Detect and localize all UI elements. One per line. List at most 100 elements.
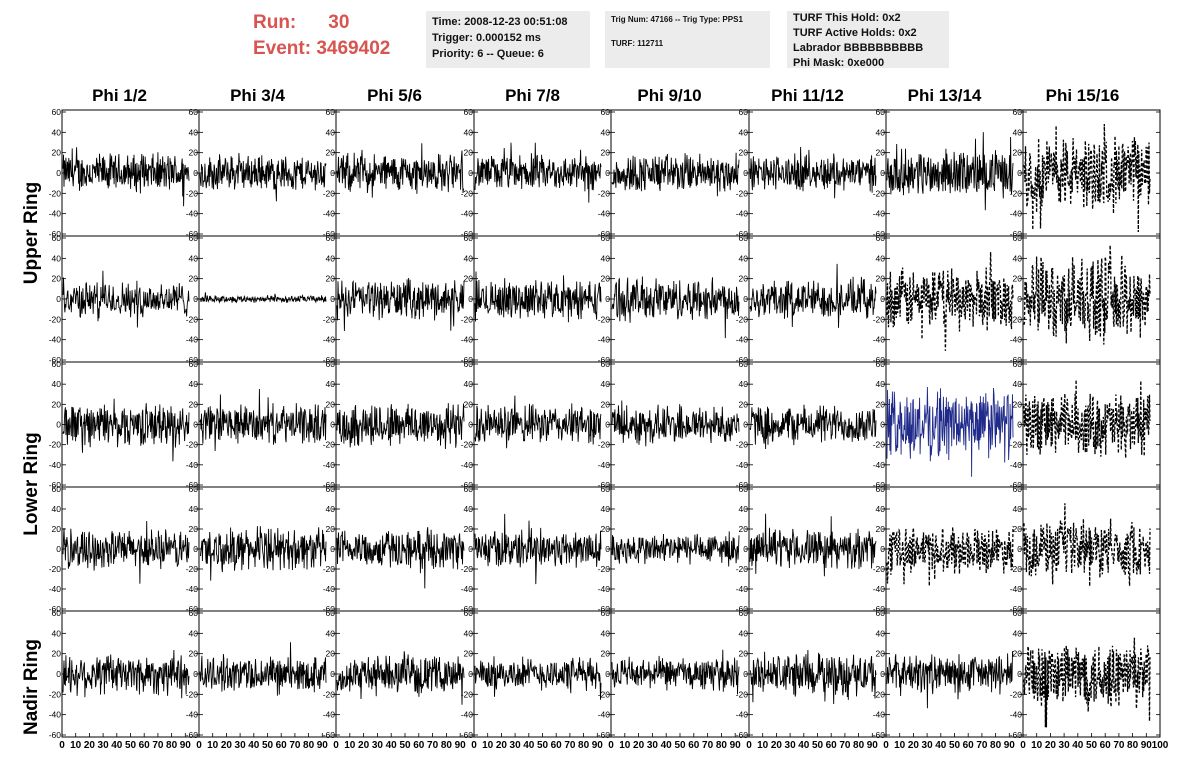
waveform-line-r2-c0	[62, 398, 190, 462]
y-tick-label: -40	[598, 335, 611, 345]
y-tick-label: 20	[739, 274, 749, 284]
column-header-phi-9-10: Phi 9/10	[637, 86, 702, 105]
y-tick-label: 20	[1013, 148, 1023, 158]
column-header-phi-5-6: Phi 5/6	[367, 86, 422, 105]
y-tick-label: -40	[49, 209, 62, 219]
y-tick-label: 0	[468, 420, 473, 430]
y-tick-label: -60	[461, 730, 474, 740]
y-tick-label: -60	[598, 730, 611, 740]
y-tick-label: 0	[468, 294, 473, 304]
waveform-line-r2-c7	[1023, 379, 1151, 459]
y-tick-label: -60	[736, 355, 749, 365]
y-tick-label: -40	[49, 460, 62, 470]
y-tick-label: 0	[743, 544, 748, 554]
y-tick-label: 0	[743, 669, 748, 679]
y-tick-label: -60	[873, 730, 886, 740]
y-tick-label: -40	[461, 584, 474, 594]
x-tick-label: 80	[578, 740, 590, 751]
column-header-phi-1-2: Phi 1/2	[92, 86, 147, 105]
column-header-phi-15-16: Phi 15/16	[1045, 86, 1120, 105]
waveform-line-r4-c2	[336, 651, 465, 705]
x-tick-label: 50	[812, 740, 824, 751]
waveform-line-r3-c4	[611, 531, 740, 567]
y-tick-label: -20	[873, 314, 886, 324]
x-tick-label: 20	[496, 740, 508, 751]
panel-r0-c2: 60 40 20 0 -20 -40 -60	[323, 107, 475, 239]
x-tick-label: 60	[413, 740, 425, 751]
x-tick-label: 40	[248, 740, 260, 751]
y-tick-label: -40	[598, 460, 611, 470]
y-tick-label: 40	[1013, 253, 1023, 263]
time-line: Time: 2008-12-23 00:51:08	[432, 16, 568, 28]
y-tick-label: 0	[56, 544, 61, 554]
y-tick-label: -20	[736, 689, 749, 699]
panel-r0-c7: 60 40 20 0 -20 -40 -60	[1010, 107, 1161, 239]
x-tick-label: 70	[839, 740, 851, 751]
x-tick-label: 20	[908, 740, 920, 751]
y-tick-label: -20	[598, 689, 611, 699]
y-tick-label: 40	[326, 253, 336, 263]
time-info-box: Time: 2008-12-23 00:51:08 Trigger: 0.000…	[426, 11, 590, 68]
panel-r3-c2: 60 40 20 0 -20 -40 -60	[323, 484, 475, 614]
y-tick-label: 60	[52, 484, 62, 494]
y-tick-label: 0	[743, 420, 748, 430]
x-tick-label: 50	[262, 740, 274, 751]
y-tick-label: 60	[601, 107, 611, 117]
y-tick-label: 20	[464, 649, 474, 659]
x-tick-label: 60	[139, 740, 151, 751]
y-tick-label: 0	[468, 168, 473, 178]
y-tick-label: -60	[186, 480, 199, 490]
y-tick-label: -60	[49, 355, 62, 365]
y-tick-label: -60	[873, 604, 886, 614]
y-tick-label: -20	[323, 440, 336, 450]
y-tick-label: 20	[876, 649, 886, 659]
y-tick-label: 60	[464, 107, 474, 117]
y-tick-label: 40	[464, 504, 474, 514]
y-tick-label: -60	[186, 229, 199, 239]
run-value: 30	[328, 12, 350, 33]
panel-r1-c3: 60 40 20 0 -20 -40 -60	[461, 233, 612, 365]
x-tick-label: 60	[551, 740, 563, 751]
y-tick-label: 20	[1013, 399, 1023, 409]
y-tick-label: 0	[193, 294, 198, 304]
y-tick-label: 60	[326, 359, 336, 369]
event-row: Event: 3469402	[253, 36, 390, 62]
y-tick-label: -40	[598, 710, 611, 720]
panel-r0-c3: 60 40 20 0 -20 -40 -60	[461, 107, 612, 239]
column-header-phi-11-12: Phi 11/12	[771, 86, 844, 105]
y-tick-label: 20	[326, 148, 336, 158]
y-tick-label: -60	[186, 730, 199, 740]
y-tick-label: 60	[189, 233, 199, 243]
x-tick-label: 80	[990, 740, 1002, 751]
y-tick-label: 20	[464, 524, 474, 534]
y-tick-label: 60	[52, 359, 62, 369]
y-tick-label: 20	[189, 274, 199, 284]
x-tick-label: 0	[608, 740, 614, 751]
y-tick-label: 40	[876, 127, 886, 137]
y-tick-label: 20	[52, 649, 62, 659]
y-tick-label: 40	[876, 504, 886, 514]
y-tick-label: -40	[186, 710, 199, 720]
y-tick-label: -20	[598, 440, 611, 450]
panel-r3-c0: 60 40 20 0 -20 -40 -60	[49, 484, 200, 614]
x-tick-label: 20	[358, 740, 370, 751]
y-tick-label: -60	[186, 355, 199, 365]
panel-r3-c5: 60 40 20 0 -20 -40 -60	[736, 484, 887, 614]
y-tick-label: -40	[736, 335, 749, 345]
y-tick-label: -60	[1010, 480, 1023, 490]
waveform-line-r0-c7	[1023, 123, 1151, 233]
y-tick-label: -60	[598, 229, 611, 239]
x-tick-label: 0	[59, 740, 65, 751]
y-tick-label: 40	[1013, 504, 1023, 514]
y-tick-label: -60	[461, 355, 474, 365]
y-tick-label: 60	[1013, 484, 1023, 494]
y-tick-label: 0	[605, 669, 610, 679]
y-tick-label: 20	[326, 274, 336, 284]
y-tick-label: 60	[464, 608, 474, 618]
waveform-line-r4-c6	[886, 651, 1014, 709]
turf-hold-line: TURF This Hold: 0x2	[793, 12, 901, 24]
x-tick-label: 50	[399, 740, 411, 751]
waveform-line-r0-c0	[62, 147, 190, 207]
